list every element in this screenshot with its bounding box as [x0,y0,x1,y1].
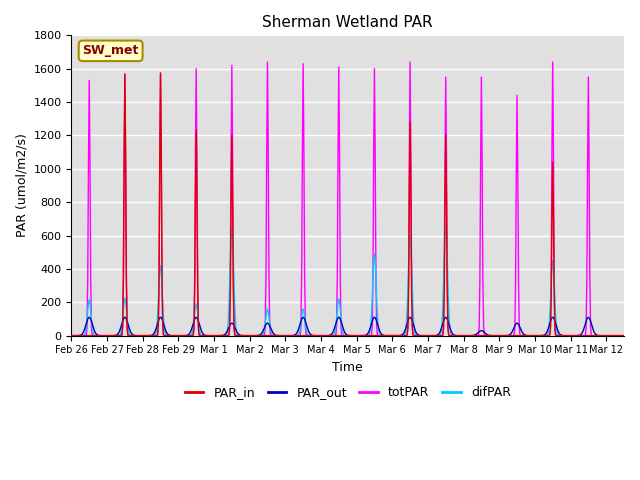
Y-axis label: PAR (umol/m2/s): PAR (umol/m2/s) [15,133,28,238]
Text: SW_met: SW_met [83,44,139,57]
Title: Sherman Wetland PAR: Sherman Wetland PAR [262,15,433,30]
X-axis label: Time: Time [332,361,363,374]
Legend: PAR_in, PAR_out, totPAR, difPAR: PAR_in, PAR_out, totPAR, difPAR [180,382,516,405]
